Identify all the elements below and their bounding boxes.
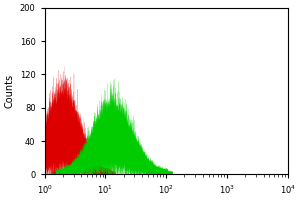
- Y-axis label: Counts: Counts: [4, 74, 14, 108]
